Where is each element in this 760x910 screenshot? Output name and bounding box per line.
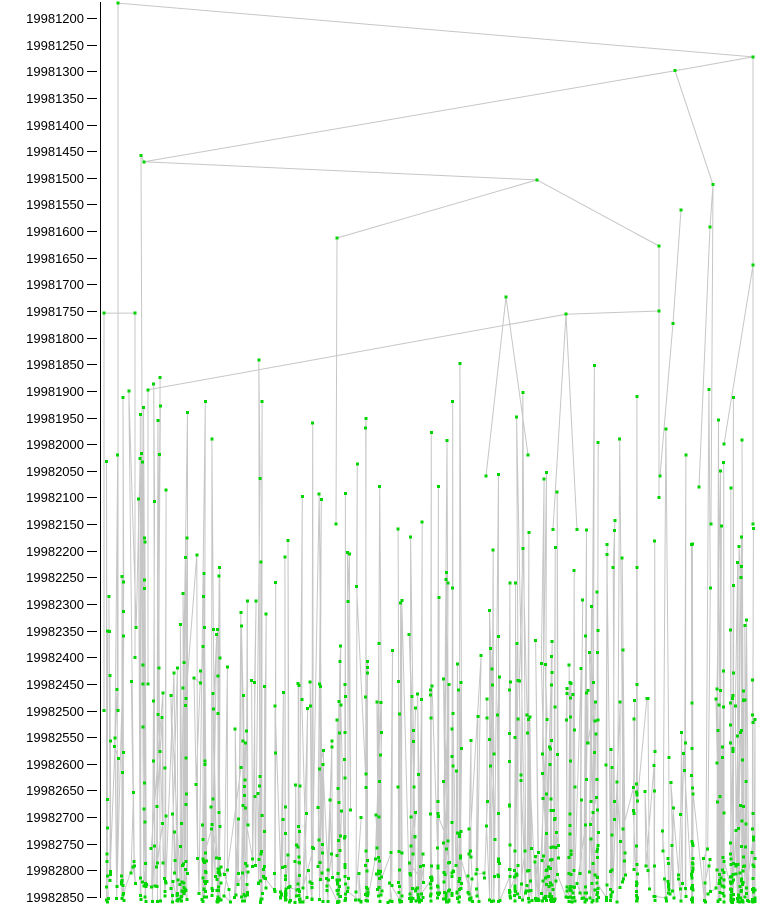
series-polyline — [105, 360, 756, 905]
y-tick-label: 19981450 — [26, 144, 84, 159]
y-tick-label: 19982250 — [26, 570, 84, 585]
y-tick-label: 19982700 — [26, 810, 84, 825]
y-tick-label: 19982650 — [26, 783, 84, 798]
y-tick-label: 19982550 — [26, 730, 84, 745]
y-tick-label: 19982600 — [26, 757, 84, 772]
y-tick-label: 19981850 — [26, 357, 84, 372]
y-tick-label: 19981400 — [26, 118, 84, 133]
y-tick-label: 19982500 — [26, 704, 84, 719]
y-tick-label: 19982350 — [26, 624, 84, 639]
y-tick-label: 19981250 — [26, 38, 84, 53]
y-tick-label: 19981200 — [26, 11, 84, 26]
y-tick-label: 19982050 — [26, 464, 84, 479]
y-tick-label: 19982100 — [26, 490, 84, 505]
y-tick-label: 19982450 — [26, 677, 84, 692]
y-tick-label: 19981600 — [26, 224, 84, 239]
y-tick-label: 19982000 — [26, 437, 84, 452]
y-tick-label: 19981650 — [26, 251, 84, 266]
y-tick-label: 19981550 — [26, 197, 84, 212]
y-tick-label: 19982200 — [26, 544, 84, 559]
y-tick-label: 19981700 — [26, 277, 84, 292]
y-tick-label: 19982750 — [26, 837, 84, 852]
y-tick-label: 19982850 — [26, 890, 84, 905]
y-tick-label: 19981300 — [26, 64, 84, 79]
y-tick-label: 19982300 — [26, 597, 84, 612]
data-markers — [102, 1, 757, 904]
y-axis: 19981200 19981250 19981300 19981350 19981400… — [26, 2, 101, 905]
y-tick-label: 19981500 — [26, 171, 84, 186]
outlier-segments — [103, 2, 754, 711]
y-tick-label: 19981800 — [26, 331, 84, 346]
y-tick-label: 19982400 — [26, 650, 84, 665]
y-tick-label: 19982150 — [26, 517, 84, 532]
y-tick-label: 19981750 — [26, 304, 84, 319]
data-series-trace — [103, 2, 756, 905]
y-tick-label: 19981950 — [26, 411, 84, 426]
y-tick-label: 19982800 — [26, 863, 84, 878]
y-tick-label: 19981350 — [26, 91, 84, 106]
y-tick-label: 19981900 — [26, 384, 84, 399]
